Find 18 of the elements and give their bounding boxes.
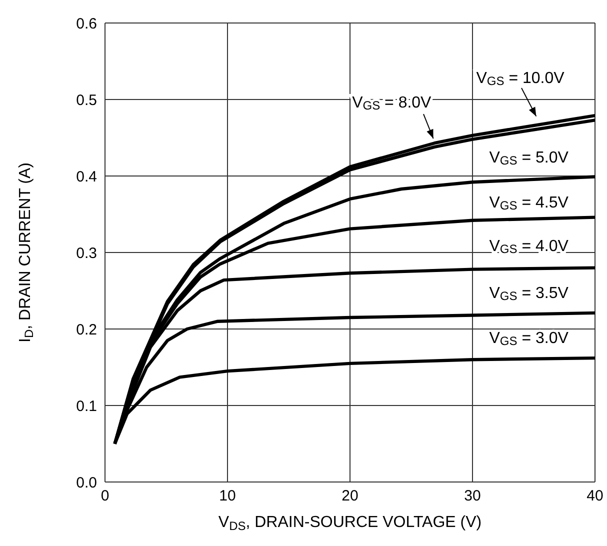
y-tick-label: 0.5 (76, 92, 97, 109)
x-axis-title: V$_{DS}$, DRAIN-SOURCE VOLTAGE (V) (218, 514, 482, 533)
series-label: V$_{GS}$ = 5.0V (489, 150, 569, 168)
y-tick-label: 0.3 (76, 244, 97, 262)
series-label: V$_{GS}$ = 3.0V (489, 330, 569, 348)
y-tick-label: 0.1 (76, 398, 97, 415)
x-tick-label: 20 (342, 488, 358, 505)
x-tick-label: 40 (586, 488, 604, 505)
x-tick-label: 30 (464, 488, 481, 505)
y-tick-label: 0.2 (76, 321, 97, 338)
x-tick-label: 0 (100, 488, 110, 505)
series-label: V$_{GS}$ = 4.5V (489, 194, 569, 213)
y-tick-label: 0.4 (76, 168, 97, 186)
text: V$_{GS}$ = 10.0V (476, 70, 565, 88)
series-label: V$_{GS}$ = 3.5V (489, 285, 569, 303)
y-tick-label: 0.0 (76, 474, 97, 492)
y-tick-label: 0.6 (76, 15, 97, 32)
x-tick-label: 10 (219, 488, 236, 505)
